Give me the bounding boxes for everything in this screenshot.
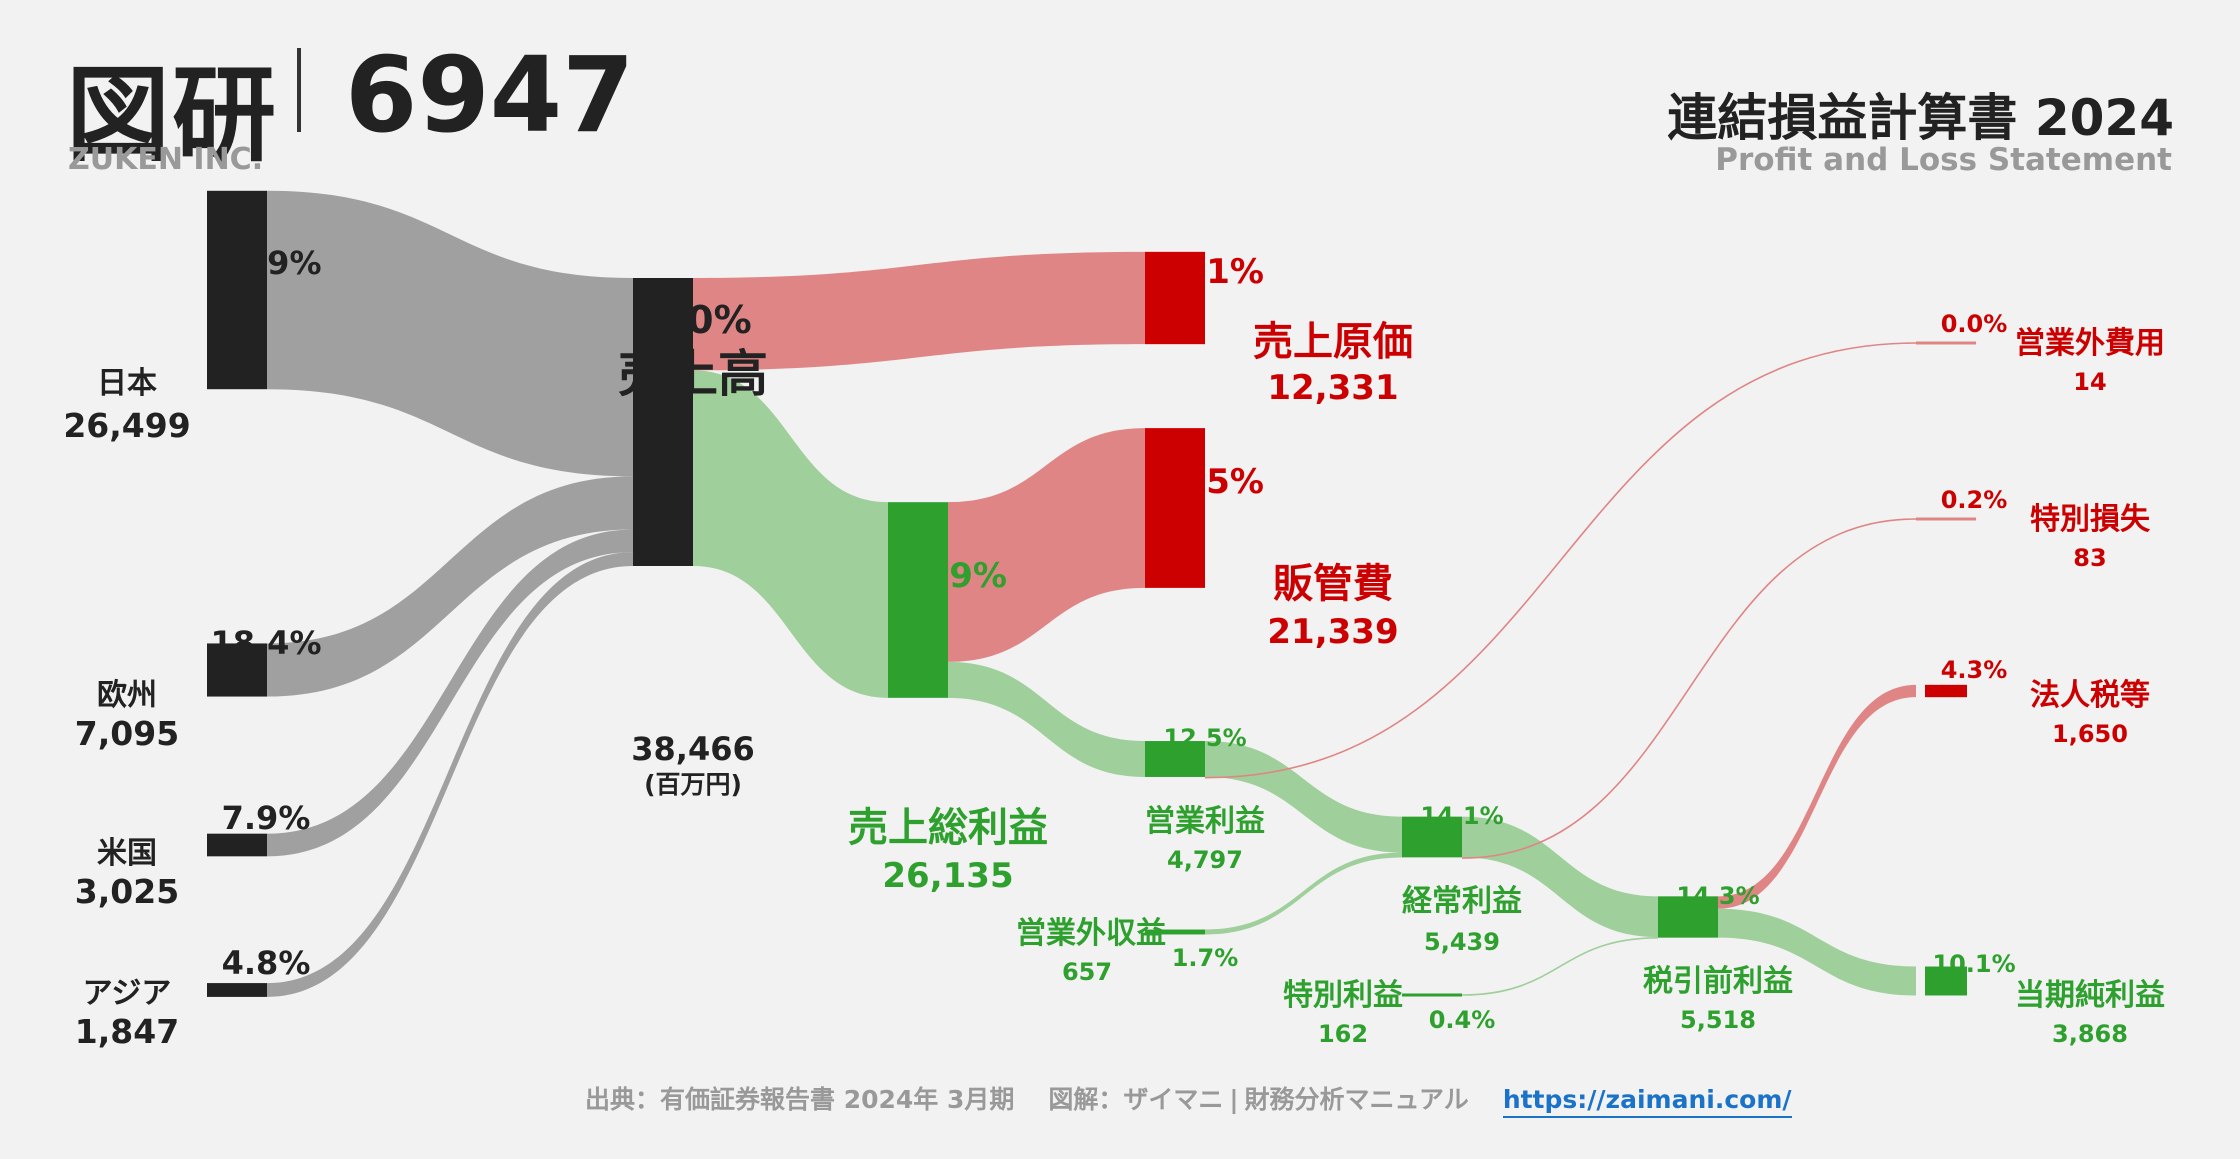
node-sga bbox=[1145, 428, 1205, 588]
nonop-inc-value: 657 bbox=[1061, 958, 1113, 986]
op-pct: 12.5% bbox=[1163, 724, 1247, 752]
pretax-value: 5,518 bbox=[1680, 1006, 1756, 1034]
company-name-ja: 図研 bbox=[66, 54, 279, 176]
special-gain-name: 特別利益 bbox=[1283, 978, 1403, 1013]
source-note: 出典：有価証券報告書 2024年 3月期 bbox=[585, 1085, 1015, 1114]
flow-europe-to-revenue bbox=[267, 476, 633, 697]
special-gain-pct: 0.4% bbox=[1428, 1006, 1496, 1034]
node-europe bbox=[207, 643, 267, 697]
asia-value: 1,847 bbox=[74, 1012, 180, 1051]
title-divider bbox=[297, 48, 301, 132]
flow-op-to-nonop_exp bbox=[1204, 342, 1917, 779]
footer: 出典：有価証券報告書 2024年 3月期 図解：ザイマニ | 財務分析マニュアル htt… bbox=[585, 1080, 1792, 1118]
credit-note: 図解：ザイマニ bbox=[1048, 1085, 1224, 1114]
nonop-inc-pct: 1.7% bbox=[1171, 944, 1239, 972]
node-nonop_inc bbox=[1145, 929, 1205, 935]
flow-ordinary-to-pretax bbox=[1462, 816, 1658, 938]
sga-pct: 55.5% bbox=[1146, 462, 1264, 502]
node-nonop_exp bbox=[1916, 341, 1976, 345]
net-value: 3,868 bbox=[2052, 1020, 2128, 1048]
node-special_loss bbox=[1916, 517, 1976, 521]
node-ordinary bbox=[1402, 816, 1462, 858]
special-loss-value: 83 bbox=[2073, 544, 2107, 572]
node-pretax bbox=[1658, 896, 1718, 938]
flow-asia-to-revenue bbox=[267, 552, 633, 997]
tax-name: 法人税等 bbox=[2030, 678, 2150, 713]
node-op bbox=[1145, 741, 1205, 777]
cogs-name: 売上原価 bbox=[1253, 319, 1413, 365]
special-gain-value: 162 bbox=[1317, 1020, 1369, 1048]
node-special_gain bbox=[1402, 993, 1462, 997]
flow-revenue-to-cogs bbox=[693, 251, 1145, 371]
nonop-exp-value: 14 bbox=[2073, 368, 2107, 396]
nonop-exp-pct: 0.0% bbox=[1940, 310, 2008, 338]
site-link[interactable]: https://zaimani.com/ bbox=[1502, 1085, 1792, 1118]
us-name: 米国 bbox=[97, 836, 157, 871]
pretax-pct: 14.3% bbox=[1676, 882, 1760, 910]
revenue-value: 38,466 bbox=[631, 730, 755, 768]
nonop-inc-name: 営業外収益 bbox=[1016, 916, 1166, 951]
flow-gross-to-sga bbox=[948, 428, 1145, 662]
tax-pct: 4.3% bbox=[1940, 656, 2008, 684]
company-name-en: ZUKEN INC. bbox=[68, 142, 264, 177]
pretax-name: 税引前利益 bbox=[1643, 964, 1793, 999]
flow-us-to-revenue bbox=[267, 529, 633, 857]
gross-pct: 67.9% bbox=[889, 556, 1007, 596]
special-loss-pct: 0.2% bbox=[1940, 486, 2008, 514]
revenue-unit: (百万円) bbox=[644, 770, 742, 799]
flow-pretax-to-tax bbox=[1718, 684, 1916, 909]
ticker-code: 6947 bbox=[345, 34, 635, 156]
revenue-name: 売上高 bbox=[618, 345, 768, 403]
node-us bbox=[207, 833, 267, 857]
op-value: 4,797 bbox=[1167, 846, 1243, 874]
net-pct: 10.1% bbox=[1932, 950, 2016, 978]
flow-op-to-ordinary bbox=[1205, 741, 1402, 853]
sga-name: 販管費 bbox=[1273, 561, 1393, 607]
ordinary-value: 5,439 bbox=[1424, 928, 1500, 956]
node-cogs bbox=[1145, 251, 1205, 345]
europe-name: 欧州 bbox=[97, 678, 157, 713]
flow-revenue-to-gross bbox=[693, 370, 888, 698]
flow-gross-to-op bbox=[948, 661, 1145, 777]
op-name: 営業利益 bbox=[1145, 804, 1265, 839]
sga-value: 21,339 bbox=[1267, 612, 1399, 652]
node-net bbox=[1925, 966, 1967, 996]
gross-name: 売上総利益 bbox=[848, 805, 1048, 851]
flow-special_gain-to-pretax bbox=[1461, 937, 1659, 996]
europe-value: 7,095 bbox=[74, 714, 180, 753]
flow-japan-to-revenue bbox=[267, 190, 633, 477]
us-pct: 7.9% bbox=[221, 799, 311, 837]
node-tax bbox=[1925, 684, 1967, 698]
gross-value: 26,135 bbox=[882, 856, 1014, 896]
us-value: 3,025 bbox=[74, 872, 180, 911]
flow-ordinary-to-special_loss bbox=[1461, 518, 1917, 859]
footer-separator: | bbox=[1229, 1085, 1239, 1114]
node-revenue bbox=[633, 278, 693, 566]
japan-name: 日本 bbox=[97, 366, 157, 401]
cogs-value: 12,331 bbox=[1267, 368, 1399, 408]
site-name: 財務分析マニュアル bbox=[1244, 1085, 1469, 1114]
asia-name: アジア bbox=[82, 976, 172, 1011]
flow-nonop_inc-to-ordinary bbox=[1205, 852, 1402, 935]
ordinary-pct: 14.1% bbox=[1420, 802, 1504, 830]
asia-pct: 4.8% bbox=[221, 944, 311, 982]
special-loss-name: 特別損失 bbox=[2030, 502, 2150, 537]
europe-pct: 18.4% bbox=[210, 624, 322, 662]
node-japan bbox=[207, 190, 267, 390]
statement-title: 連結損益計算書 2024 bbox=[1667, 89, 2174, 147]
ordinary-name: 経常利益 bbox=[1402, 884, 1522, 919]
japan-value: 26,499 bbox=[63, 406, 191, 445]
revenue-pct: 100% bbox=[634, 298, 752, 342]
statement-subtitle: Profit and Loss Statement bbox=[1715, 142, 2172, 178]
japan-pct: 68.9% bbox=[210, 244, 322, 282]
net-name: 当期純利益 bbox=[2015, 978, 2165, 1013]
cogs-pct: 32.1% bbox=[1146, 252, 1264, 292]
tax-value: 1,650 bbox=[2052, 720, 2128, 748]
flow-pretax-to-net bbox=[1718, 908, 1916, 996]
node-gross bbox=[888, 502, 948, 698]
node-asia bbox=[207, 983, 267, 997]
nonop-exp-name: 営業外費用 bbox=[2015, 326, 2165, 361]
